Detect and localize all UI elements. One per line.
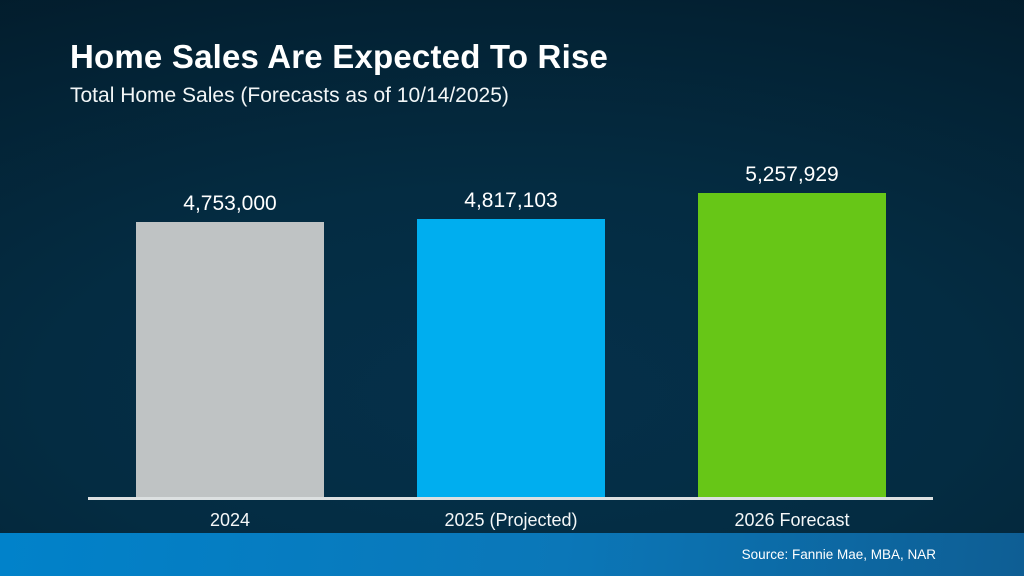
bar-category-label: 2024 xyxy=(209,510,251,530)
bar-value-label: 4,753,000 xyxy=(183,192,277,215)
bar xyxy=(417,219,605,498)
bar-category-label: 2025 (Projected) xyxy=(444,510,578,530)
page-subtitle: Total Home Sales (Forecasts as of 10/14/… xyxy=(70,84,509,107)
bar-category-label: 2026 Forecast xyxy=(734,510,850,530)
bar-value-label: 4,817,103 xyxy=(464,189,558,212)
footer-band: Source: Fannie Mae, MBA, NAR xyxy=(0,533,1024,576)
bar xyxy=(698,193,886,498)
page-title: Home Sales Are Expected To Rise xyxy=(70,38,609,75)
bar-value-label: 5,257,929 xyxy=(745,163,839,186)
source-attribution: Source: Fannie Mae, MBA, NAR xyxy=(741,547,936,562)
bar xyxy=(136,222,324,498)
x-axis-line xyxy=(88,497,933,500)
